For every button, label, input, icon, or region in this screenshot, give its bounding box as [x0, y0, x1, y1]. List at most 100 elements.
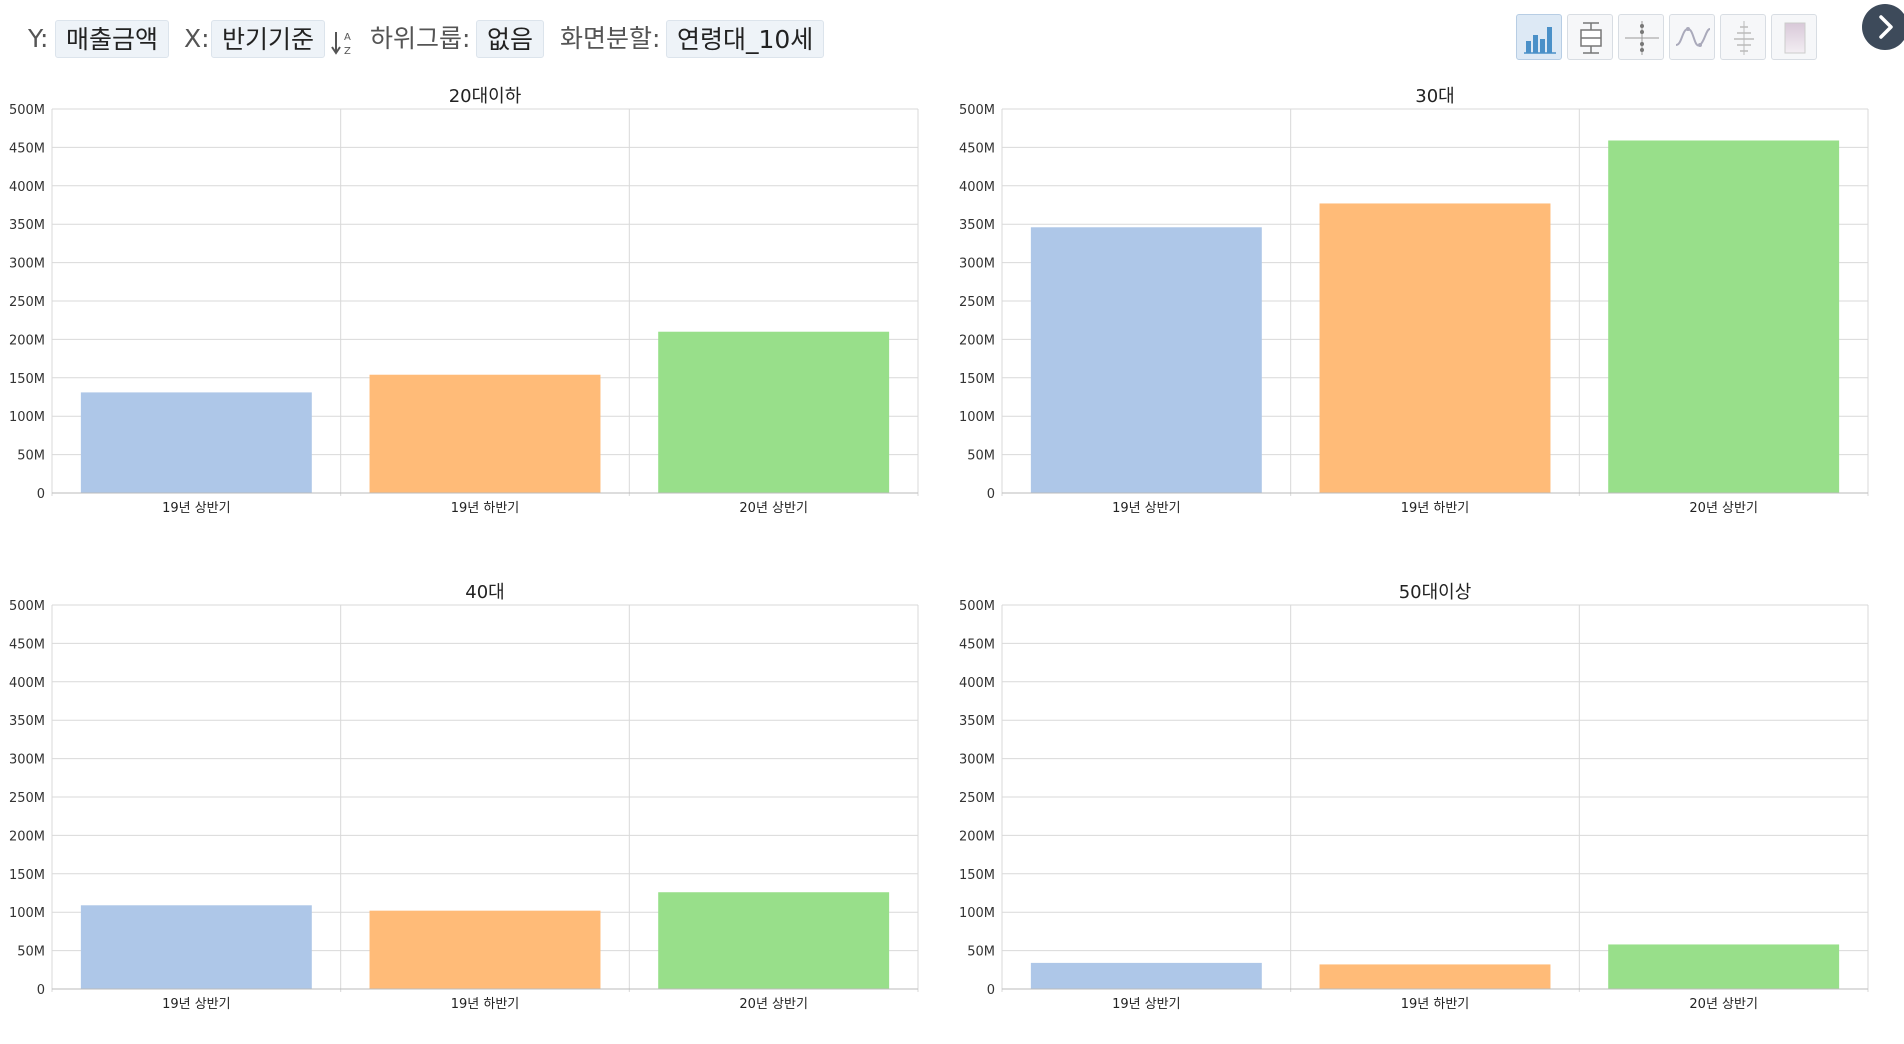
- bar-chart-30s: 30대 0 50M 100M 150M 200M 250M 300M 350M 400M 450M 5…: [959, 86, 1869, 516]
- x-tick-label: 19년 하반기: [451, 997, 520, 1012]
- chart-title: 30대: [1415, 86, 1454, 107]
- line-chart-icon: [1675, 27, 1711, 47]
- y-tick-label: 0: [37, 487, 45, 502]
- bar-chart-50s: 50대이상 0 50M 100M 150M 200M 250M 300M 350M 400M 450…: [959, 582, 1869, 1012]
- y-tick-label: 0: [37, 983, 45, 998]
- bar[interactable]: [1030, 227, 1262, 493]
- x-tick-label: 20년 상반기: [1689, 501, 1758, 516]
- bar-chart-button[interactable]: [1516, 14, 1562, 60]
- y-tick-label: 400M: [959, 676, 995, 691]
- y-tick-label: 300M: [959, 753, 995, 768]
- chart-panel-3: 40대 0 50M 100M 150M 200M 250M 300M 350M 400M 450M 5…: [0, 576, 930, 1016]
- y-tick-label: 200M: [959, 829, 995, 844]
- bar-chart-40s: 40대 0 50M 100M 150M 200M 250M 300M 350M 400M 450M 5…: [9, 582, 919, 1012]
- y-tick-label: 400M: [9, 180, 45, 195]
- x-tick-label: 19년 상반기: [1112, 501, 1181, 516]
- y-tick-label: 350M: [9, 714, 45, 729]
- next-button[interactable]: [1862, 4, 1904, 50]
- y-tick-label: 150M: [9, 372, 45, 387]
- bar-chart-20s: 20대이하 0 50M 100M 150M 200M 250M 300M 350M 400M 450…: [9, 86, 919, 516]
- y-tick-label: 250M: [9, 791, 45, 806]
- bar[interactable]: [1608, 944, 1840, 989]
- bar[interactable]: [80, 905, 312, 989]
- x-tick-label: 19년 하반기: [1401, 501, 1470, 516]
- y-tick-label: 450M: [959, 141, 995, 156]
- y-tick-label: 50M: [967, 945, 995, 960]
- y-axis-label: Y:: [28, 24, 49, 53]
- y-tick-label: 100M: [9, 906, 45, 921]
- y-tick-label: 300M: [9, 257, 45, 272]
- heatmap-icon: [1784, 22, 1806, 54]
- svg-text:Z: Z: [344, 46, 351, 57]
- histogram-button[interactable]: [1720, 14, 1766, 60]
- bar[interactable]: [369, 374, 601, 493]
- y-tick-label: 500M: [9, 599, 45, 614]
- y-tick-label: 100M: [9, 410, 45, 425]
- x-tick-label: 19년 하반기: [1401, 997, 1470, 1012]
- y-axis-select[interactable]: 매출금액: [55, 20, 170, 58]
- y-tick-label: 500M: [959, 599, 995, 614]
- boxplot-button[interactable]: [1567, 14, 1613, 60]
- bar[interactable]: [80, 392, 312, 493]
- line-chart-button[interactable]: [1669, 14, 1715, 60]
- x-tick-label: 20년 상반기: [739, 997, 808, 1012]
- y-tick-label: 150M: [9, 868, 45, 883]
- y-tick-label: 450M: [959, 637, 995, 652]
- y-tick-label: 200M: [959, 333, 995, 348]
- svg-text:A: A: [344, 32, 351, 43]
- chart-toolbar: Y: 매출금액 X: 반기기준 A Z 하위그룹: 없음 화면분할: 연령대_1…: [0, 0, 1904, 80]
- y-tick-label: 150M: [959, 372, 995, 387]
- y-tick-label: 500M: [9, 103, 45, 118]
- y-tick-label: 200M: [9, 333, 45, 348]
- split-label: 화면분할:: [560, 24, 661, 53]
- y-tick-label: 350M: [959, 218, 995, 233]
- y-tick-label: 300M: [959, 257, 995, 272]
- y-tick-label: 0: [987, 487, 995, 502]
- x-tick-label: 20년 상반기: [739, 501, 808, 516]
- x-tick-label: 19년 상반기: [162, 501, 231, 516]
- bar[interactable]: [658, 892, 890, 989]
- y-tick-label: 250M: [959, 295, 995, 310]
- chart-panel-4: 50대이상 0 50M 100M 150M 200M 250M 300M 350M 400M 450…: [950, 576, 1880, 1016]
- y-tick-label: 0: [987, 983, 995, 998]
- y-tick-label: 300M: [9, 753, 45, 768]
- boxplot-icon: [1580, 22, 1602, 54]
- subgroup-label: 하위그룹:: [370, 24, 471, 53]
- split-select[interactable]: 연령대_10세: [666, 20, 825, 58]
- chart-panel-2: 30대 0 50M 100M 150M 200M 250M 300M 350M 400M 450M 5…: [950, 80, 1880, 520]
- bar[interactable]: [1030, 962, 1262, 989]
- y-tick-label: 150M: [959, 868, 995, 883]
- histogram-icon: [1734, 21, 1754, 55]
- y-tick-label: 50M: [967, 449, 995, 464]
- x-tick-label: 19년 상반기: [1112, 997, 1181, 1012]
- scatter-icon: [1625, 21, 1659, 55]
- x-tick-label: 20년 상반기: [1689, 997, 1758, 1012]
- y-tick-label: 250M: [959, 791, 995, 806]
- y-tick-label: 100M: [959, 906, 995, 921]
- y-tick-label: 450M: [9, 141, 45, 156]
- bar[interactable]: [658, 331, 890, 493]
- x-tick-label: 19년 상반기: [162, 997, 231, 1012]
- x-axis-select[interactable]: 반기기준: [211, 20, 326, 58]
- y-tick-label: 350M: [959, 714, 995, 729]
- x-tick-label: 19년 하반기: [451, 501, 520, 516]
- scatter-button[interactable]: [1618, 14, 1664, 60]
- y-tick-label: 500M: [959, 103, 995, 118]
- chart-title: 50대이상: [1399, 582, 1472, 603]
- y-tick-label: 450M: [9, 637, 45, 652]
- y-tick-label: 250M: [9, 295, 45, 310]
- subgroup-select[interactable]: 없음: [476, 20, 545, 58]
- bar[interactable]: [1319, 203, 1551, 493]
- y-tick-label: 200M: [9, 829, 45, 844]
- chart-panel-1: 20대이하 0 50M 100M 150M 200M 250M 300M 350M 400M 450…: [0, 80, 930, 520]
- bar[interactable]: [1319, 964, 1551, 989]
- bar[interactable]: [369, 910, 601, 989]
- chevron-right-icon: [1879, 15, 1893, 39]
- y-tick-label: 50M: [17, 945, 45, 960]
- heatmap-button[interactable]: [1771, 14, 1817, 60]
- bar[interactable]: [1608, 140, 1840, 493]
- x-axis-label: X:: [184, 24, 210, 53]
- sort-icon[interactable]: A Z: [330, 28, 356, 58]
- y-tick-label: 100M: [959, 410, 995, 425]
- y-tick-label: 400M: [9, 676, 45, 691]
